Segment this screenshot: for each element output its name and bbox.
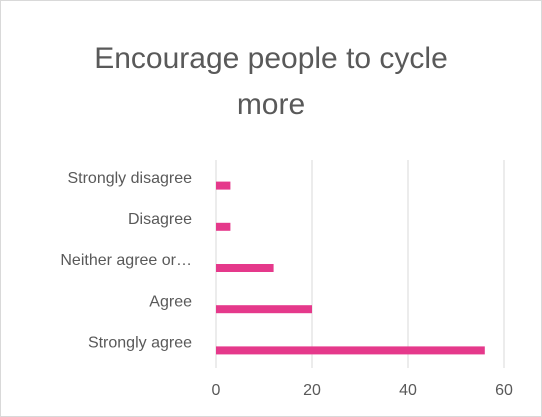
bar [216, 264, 274, 272]
x-tick-label: 40 [399, 382, 417, 399]
y-tick-label: Strongly agree [88, 335, 192, 352]
x-tick-label: 0 [212, 382, 221, 399]
chart-title: Encourage people to cycle more [94, 42, 448, 121]
bar [216, 346, 485, 355]
x-tick-label: 60 [495, 382, 513, 399]
y-tick-label: Strongly disagree [67, 170, 192, 187]
bar [216, 305, 312, 314]
bar [216, 181, 231, 190]
x-tick-label: 20 [303, 382, 321, 399]
y-tick-label: Agree [149, 293, 192, 310]
bar [216, 222, 231, 231]
y-tick-label: Neither agree or… [60, 252, 192, 269]
y-tick-label: Disagree [128, 211, 192, 228]
